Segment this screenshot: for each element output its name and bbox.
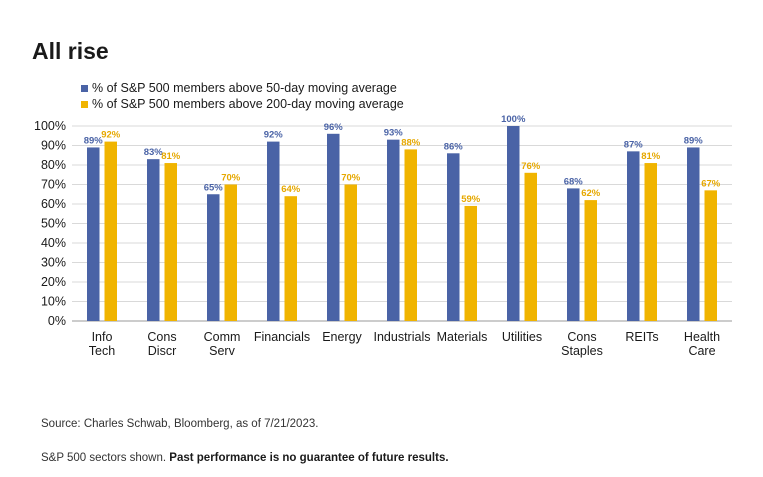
data-label-50day: 68% (564, 176, 584, 187)
bar-50day (87, 147, 100, 321)
bar-50day (627, 151, 640, 321)
bar-50day (147, 159, 160, 321)
data-label-200day: 76% (521, 161, 541, 172)
legend-swatch-50day (81, 84, 88, 92)
y-tick-label: 40% (41, 236, 66, 250)
bar-200day (644, 163, 657, 321)
bar-200day (104, 141, 117, 321)
y-tick-label: 90% (41, 139, 66, 153)
x-tick-label: Discr (148, 344, 176, 358)
bar-50day (387, 139, 400, 321)
data-label-50day: 65% (204, 182, 224, 193)
data-label-50day: 92% (264, 130, 284, 141)
y-tick-label: 50% (41, 217, 66, 231)
data-label-200day: 59% (461, 194, 481, 205)
x-tick-label: Serv (209, 344, 235, 358)
bar-50day (447, 153, 460, 321)
legend-item-50day: % of S&P 500 members above 50-day moving… (81, 80, 404, 96)
bar-50day (567, 188, 580, 321)
data-label-200day: 81% (161, 151, 181, 162)
data-label-50day: 87% (624, 139, 644, 150)
x-tick-label: Staples (561, 344, 603, 358)
x-tick-label: Materials (437, 330, 488, 344)
data-label-50day: 93% (384, 128, 404, 139)
data-label-200day: 88% (401, 137, 421, 148)
chart-title: All rise (32, 38, 109, 64)
data-label-50day: 89% (84, 135, 104, 146)
data-label-200day: 64% (281, 184, 301, 195)
y-tick-label: 20% (41, 275, 66, 289)
y-tick-label: 30% (41, 256, 66, 270)
x-tick-label: Energy (322, 330, 362, 344)
data-label-200day: 70% (341, 173, 361, 184)
data-label-200day: 67% (701, 178, 721, 189)
x-tick-label: REITs (625, 330, 658, 344)
data-label-50day: 100% (501, 114, 526, 125)
data-label-50day: 86% (444, 141, 464, 152)
legend-item-200day: % of S&P 500 members above 200-day movin… (81, 96, 404, 112)
y-tick-label: 0% (48, 314, 66, 328)
bar-200day (344, 184, 357, 321)
disclaimer-plain: S&P 500 sectors shown. (41, 452, 170, 464)
x-tick-label: Tech (89, 344, 115, 358)
chart-legend: % of S&P 500 members above 50-day moving… (81, 80, 404, 112)
legend-label-200day: % of S&P 500 members above 200-day movin… (92, 97, 404, 111)
data-label-200day: 70% (221, 173, 241, 184)
bar-200day (584, 200, 597, 321)
x-tick-label: Financials (254, 330, 310, 344)
bar-50day (267, 141, 280, 321)
data-label-200day: 81% (641, 151, 661, 162)
bar-200day (524, 172, 537, 321)
bar-50day (327, 133, 340, 321)
x-tick-label: Utilities (502, 330, 542, 344)
x-tick-label: Info (92, 330, 113, 344)
y-tick-label: 100% (34, 119, 66, 133)
bar-200day (284, 196, 297, 321)
x-tick-label: Industrials (374, 330, 431, 344)
y-tick-label: 60% (41, 197, 66, 211)
data-label-50day: 89% (684, 135, 704, 146)
source-note: Source: Charles Schwab, Bloomberg, as of… (41, 418, 319, 430)
x-tick-label: Cons (567, 330, 596, 344)
data-label-50day: 83% (144, 147, 164, 158)
legend-swatch-200day (81, 100, 88, 108)
bar-200day (404, 149, 417, 321)
bar-chart: 0%10%20%30%40%50%60%70%80%90%100%89%92%I… (34, 114, 732, 358)
x-tick-label: Health (684, 330, 720, 344)
y-tick-label: 70% (41, 178, 66, 192)
data-label-50day: 96% (324, 122, 344, 133)
x-tick-label: Cons (147, 330, 176, 344)
data-label-200day: 92% (101, 130, 121, 141)
legend-label-50day: % of S&P 500 members above 50-day moving… (92, 81, 397, 95)
disclaimer-note: S&P 500 sectors shown. Past performance … (41, 452, 449, 464)
bar-50day (507, 126, 520, 321)
bar-200day (164, 163, 177, 321)
x-tick-label: Comm (204, 330, 241, 344)
bar-200day (224, 184, 237, 321)
bar-200day (704, 190, 717, 321)
disclaimer-bold: Past performance is no guarantee of futu… (169, 452, 449, 464)
y-tick-label: 10% (41, 295, 66, 309)
data-label-200day: 62% (581, 188, 601, 199)
bar-50day (687, 147, 700, 321)
y-tick-label: 80% (41, 158, 66, 172)
bar-200day (464, 205, 477, 321)
x-tick-label: Care (688, 344, 715, 358)
bar-50day (207, 194, 220, 321)
